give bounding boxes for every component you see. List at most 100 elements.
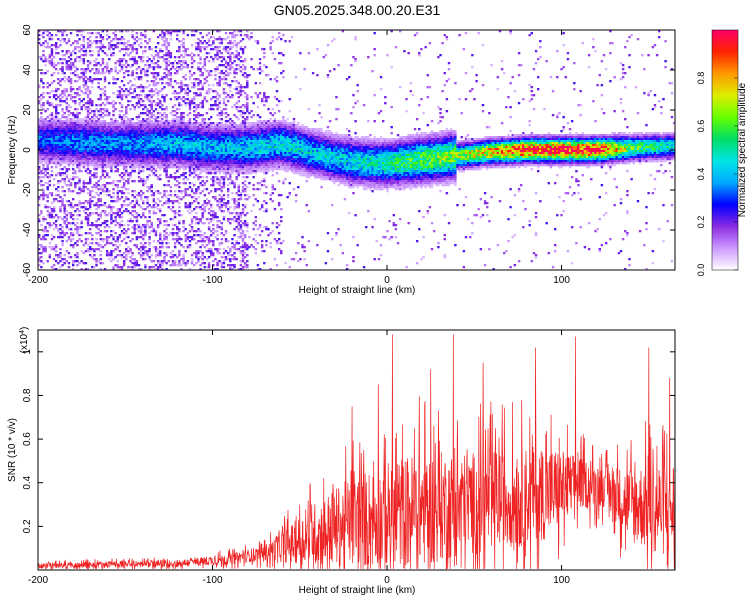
spectrogram-cell xyxy=(80,128,83,131)
spectrogram-cell xyxy=(146,222,149,225)
spectrogram-cell xyxy=(150,114,153,117)
spectrogram-cell xyxy=(135,118,139,121)
spectrogram-cell xyxy=(44,150,47,153)
spectrogram-cell xyxy=(165,130,168,133)
spectrogram-cell xyxy=(44,148,47,151)
spectrogram-cell xyxy=(86,140,90,143)
spectrogram-cell xyxy=(46,30,49,33)
spectrogram-cell xyxy=(52,94,56,97)
spectrogram-cell xyxy=(152,142,156,145)
spectrogram-cell xyxy=(209,130,213,133)
spectrogram-cell xyxy=(103,142,107,145)
spectrogram-cell xyxy=(65,162,69,165)
spectrogram-cell xyxy=(220,146,224,149)
spectrogram-cell xyxy=(180,198,183,201)
spectrogram-cell xyxy=(125,198,128,201)
spectrogram-cell xyxy=(61,50,64,53)
spectrogram-cell xyxy=(44,124,47,127)
spectrogram-cell xyxy=(46,34,49,37)
spectrogram-cell xyxy=(67,130,71,133)
spectrogram-cell xyxy=(176,118,179,121)
spectrogram-cell xyxy=(207,118,211,121)
spectrogram-cell xyxy=(190,210,194,213)
spectrogram-cell xyxy=(118,116,122,119)
spectrogram-cell xyxy=(110,256,113,259)
spectrogram-cell xyxy=(116,164,119,167)
spectrogram-cell xyxy=(184,90,187,93)
spectrogram-cell xyxy=(101,172,105,175)
spectrogram-cell xyxy=(93,136,96,139)
spectrogram-cell xyxy=(205,218,209,221)
spectrogram-cell xyxy=(212,168,215,171)
spectrogram-cell xyxy=(57,96,60,99)
spectrogram-cell xyxy=(144,134,147,137)
spectrogram-cell xyxy=(150,88,153,91)
spectrogram-cell xyxy=(95,248,98,251)
spectrogram-cell xyxy=(171,124,175,127)
spectrogram-cell xyxy=(122,150,126,153)
spectrogram-cell xyxy=(38,198,41,201)
spectrogram-cell xyxy=(99,238,102,241)
spectrogram-cell xyxy=(218,46,221,49)
spectrogram-cell xyxy=(214,150,217,153)
spectrogram-cell xyxy=(220,78,224,81)
spectrogram-cell xyxy=(137,236,141,239)
spectrogram-cell xyxy=(167,120,170,123)
spectrogram-cell xyxy=(54,260,58,263)
spectrogram-cell xyxy=(144,46,147,49)
spectrogram-cell xyxy=(61,116,64,119)
spectrogram-cell xyxy=(93,110,96,113)
spectrogram-cell xyxy=(57,118,60,121)
spectrogram-cell xyxy=(52,90,56,93)
spectrogram-cell xyxy=(44,234,47,237)
spectrogram-cell xyxy=(63,136,66,139)
spectrogram-cell xyxy=(139,100,143,103)
spectrogram-cell xyxy=(159,126,162,129)
spectrogram-cell xyxy=(199,106,202,109)
spectrogram-cell xyxy=(173,134,177,137)
spectrogram-cell xyxy=(169,176,173,179)
spectrogram-cell xyxy=(50,160,54,163)
spectrogram-cell xyxy=(91,124,94,127)
spectrogram-cell xyxy=(59,234,62,237)
spectrogram-cell xyxy=(148,104,151,107)
spectrogram-cell xyxy=(186,130,190,133)
spectrogram-cell xyxy=(129,128,132,131)
spectrogram-cell xyxy=(97,68,100,71)
spectrogram-cell xyxy=(82,252,86,255)
spectrogram-cell xyxy=(188,160,192,163)
spectrogram-cell xyxy=(144,86,147,89)
spectrogram-cell xyxy=(78,192,81,195)
spectrogram-cell xyxy=(120,224,124,227)
spectrogram-cell xyxy=(42,238,45,241)
spectrogram-cell xyxy=(42,104,45,107)
spectrogram-cell xyxy=(38,176,41,179)
spectrogram-cell xyxy=(88,194,92,197)
spectrogram-cell xyxy=(214,248,217,251)
spectrogram-cell xyxy=(186,166,190,169)
spectrogram-cell xyxy=(114,224,117,227)
spectrogram-cell xyxy=(216,126,219,129)
spectrogram-cell xyxy=(212,42,215,45)
spectrogram-cell xyxy=(65,60,69,63)
spectrogram-cell xyxy=(91,224,94,227)
spectrogram-cell xyxy=(171,262,175,265)
spectrogram-cell xyxy=(148,174,151,177)
spectrogram-cell xyxy=(103,92,107,95)
spectrogram-cell xyxy=(91,148,94,151)
spectrogram-cell xyxy=(69,44,73,47)
spectrogram-cell xyxy=(159,208,162,211)
spectrogram-cell xyxy=(103,138,107,141)
spectrogram-cell xyxy=(137,172,141,175)
spectrogram-cell xyxy=(131,164,134,167)
spectrogram-cell xyxy=(52,62,56,65)
spectrogram-cell xyxy=(38,96,41,99)
spectrogram-cell xyxy=(71,124,75,127)
spectrogram-cell xyxy=(156,94,160,97)
spectrogram-cell xyxy=(95,140,98,143)
spectrogram-cell xyxy=(108,124,111,127)
spectrogram-cell xyxy=(173,130,177,133)
spectrogram-cell xyxy=(197,256,200,259)
spectrogram-cell xyxy=(76,126,79,129)
spectrogram-cell xyxy=(165,152,168,155)
